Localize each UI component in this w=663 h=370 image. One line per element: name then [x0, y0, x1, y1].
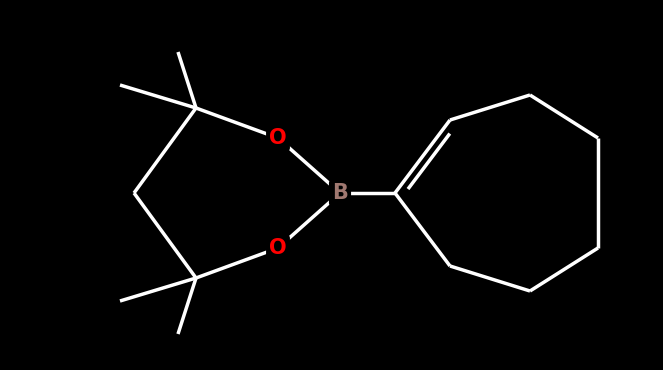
Text: O: O — [269, 238, 287, 258]
Text: O: O — [269, 128, 287, 148]
Text: B: B — [332, 183, 348, 203]
